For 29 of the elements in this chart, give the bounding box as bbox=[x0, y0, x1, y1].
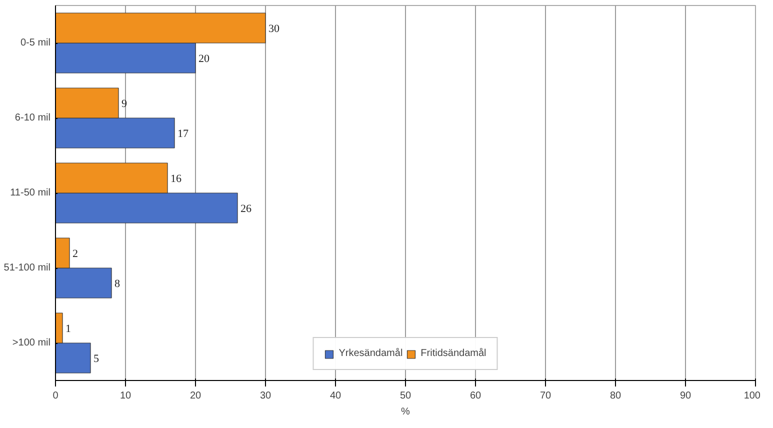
x-tick-label: 90 bbox=[680, 390, 692, 402]
y-tick-label: 0-5 mil bbox=[20, 38, 51, 48]
x-tick-label: 80 bbox=[610, 390, 622, 402]
x-tick-label: 40 bbox=[330, 390, 342, 402]
x-tick-label: 10 bbox=[120, 390, 132, 402]
data-label: 9 bbox=[122, 98, 128, 110]
y-tick-label: 6-10 mil bbox=[14, 112, 51, 124]
x-tick-label: 50 bbox=[400, 390, 412, 402]
legend-label: Yrkesändamål bbox=[338, 348, 403, 359]
x-tick-label: 30 bbox=[260, 390, 272, 402]
data-label: 1 bbox=[66, 323, 71, 335]
y-tick-label: 11-50 mil bbox=[10, 188, 51, 198]
x-tick-label: 20 bbox=[190, 390, 202, 402]
data-label: 26 bbox=[240, 203, 252, 215]
data-label: 5 bbox=[94, 353, 100, 365]
data-label: 30 bbox=[268, 23, 280, 35]
legend-label: Fritidsändamål bbox=[420, 348, 486, 359]
x-tick-label: 60 bbox=[470, 390, 482, 402]
data-label: 17 bbox=[178, 128, 189, 140]
x-axis-title: % bbox=[401, 406, 410, 418]
x-tick-label: 0 bbox=[52, 390, 59, 402]
y-tick-label: >100 mil bbox=[12, 338, 50, 348]
x-tick-label: 70 bbox=[540, 390, 552, 402]
data-label: 16 bbox=[170, 173, 182, 185]
x-tick-label: 100 bbox=[744, 390, 761, 402]
data-label: 20 bbox=[198, 53, 210, 65]
y-tick-label: 51-100 mil bbox=[4, 262, 51, 274]
data-label: 8 bbox=[114, 278, 120, 290]
data-label: 2 bbox=[72, 248, 78, 260]
